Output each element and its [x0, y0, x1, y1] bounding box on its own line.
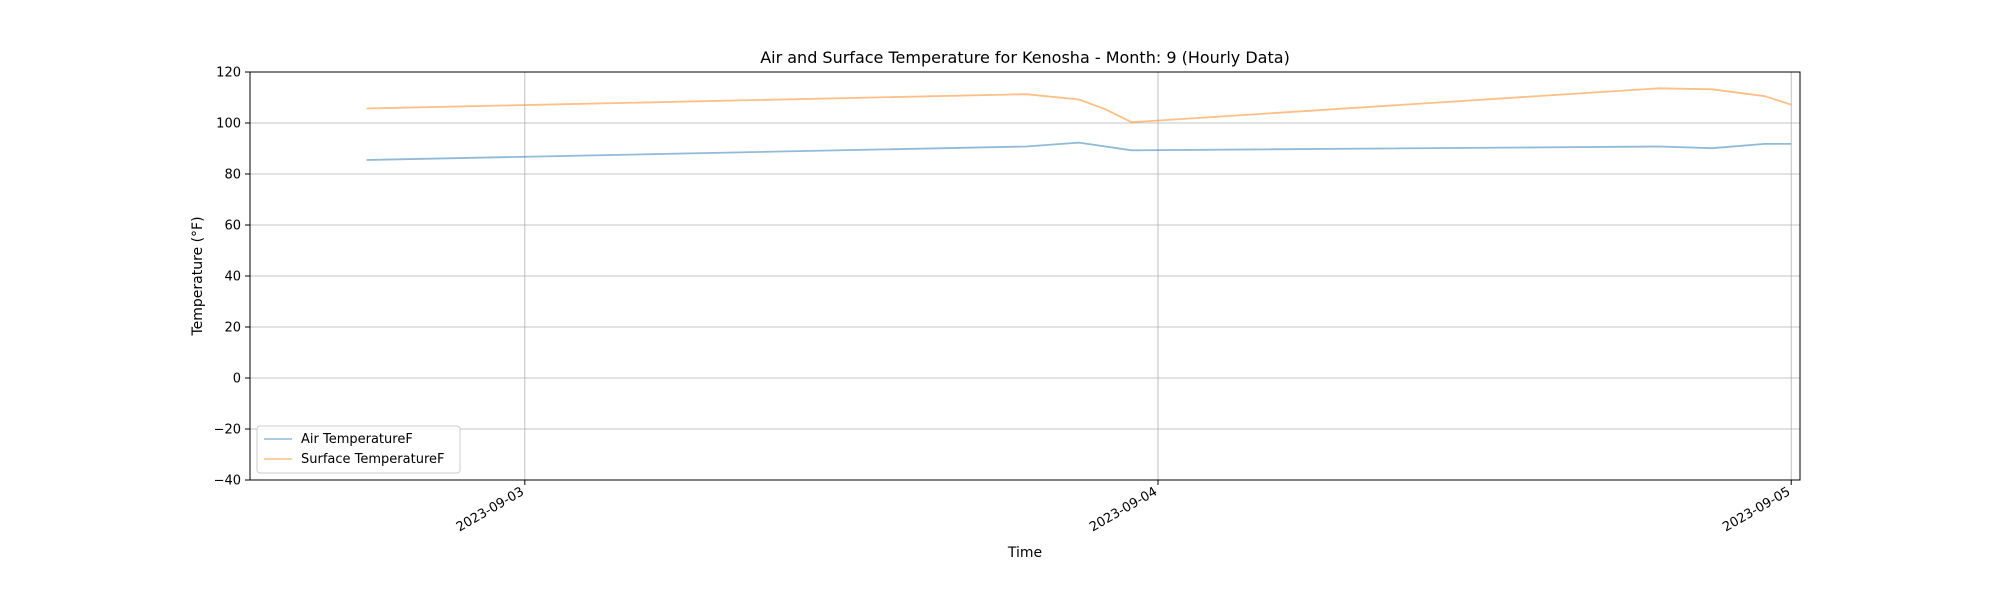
y-tick-label: 60	[224, 219, 241, 234]
surface-temperature-line	[366, 87, 1792, 124]
legend-label-surface: Surface TemperatureF	[301, 452, 444, 467]
grid	[250, 71, 1800, 481]
y-tick-label: 100	[216, 117, 241, 132]
legend-box	[256, 425, 461, 474]
legend: Air TemperatureF Surface TemperatureF	[256, 425, 461, 474]
y-tick-label: 40	[224, 270, 241, 285]
x-tick-label: 2023-09-03	[454, 484, 527, 535]
legend-label-air: Air TemperatureF	[301, 432, 413, 447]
series-layer	[366, 87, 1792, 161]
x-axis-label: Time	[1007, 545, 1042, 561]
y-tick-label: −40	[214, 474, 241, 489]
y-tick-label: 0	[233, 372, 241, 387]
y-tick-label: 20	[224, 321, 241, 336]
x-tick-label: 2023-09-04	[1087, 484, 1160, 535]
air-temperature-line	[366, 141, 1792, 161]
chart-title: Air and Surface Temperature for Kenosha …	[760, 48, 1290, 67]
x-tick-label: 2023-09-05	[1720, 484, 1793, 535]
y-tick-label: 120	[216, 66, 241, 81]
y-tick-label: 80	[224, 168, 241, 183]
y-tick-label: −20	[214, 423, 241, 438]
y-axis-label: Temperature (°F)	[190, 216, 206, 336]
